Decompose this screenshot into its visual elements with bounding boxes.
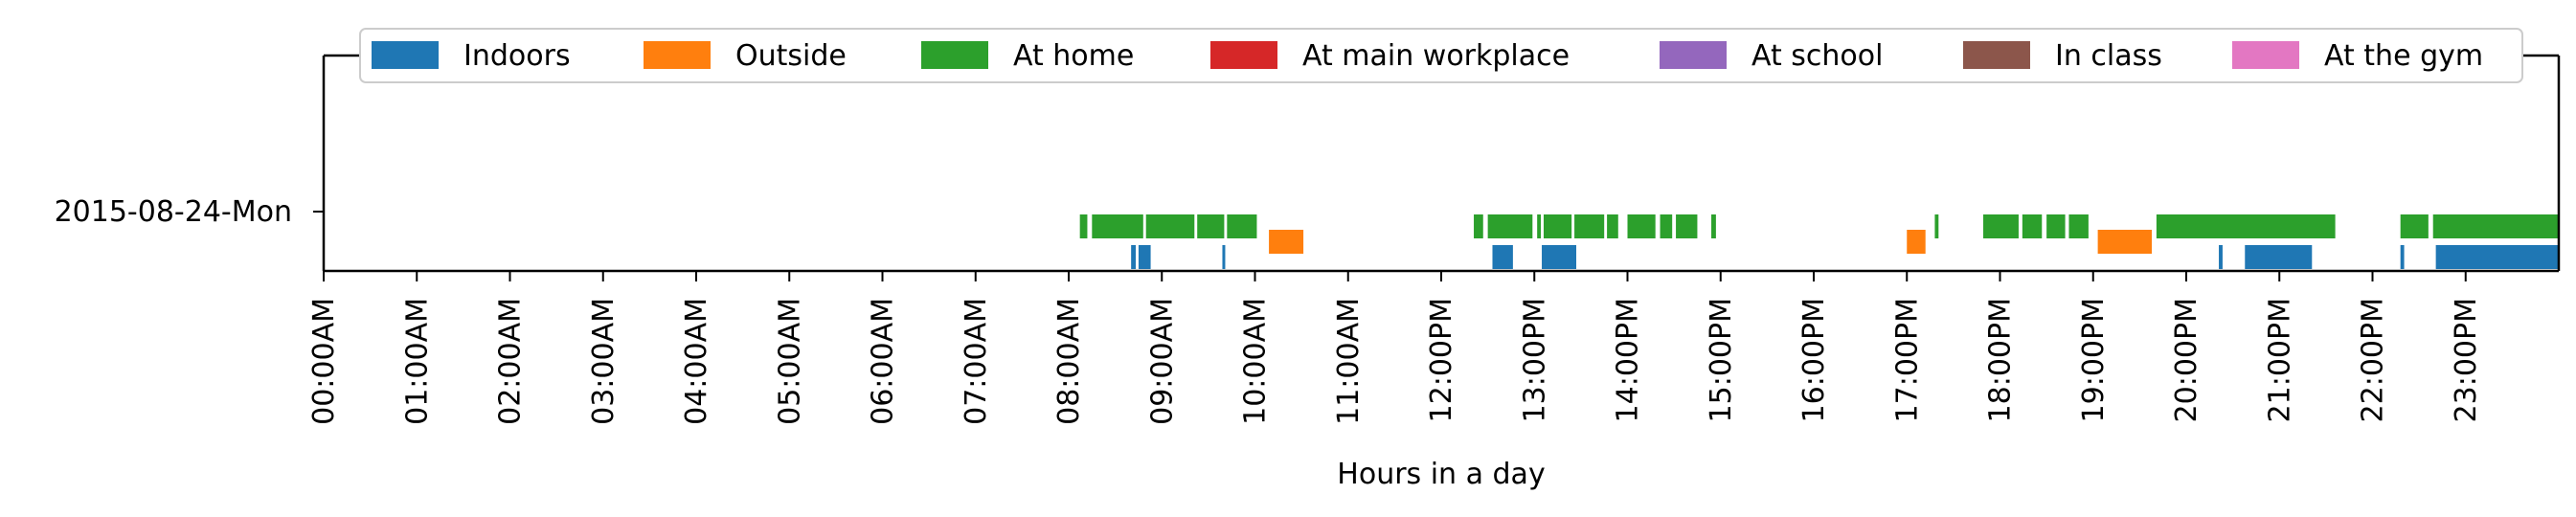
bar-at-home [1197,214,1225,238]
legend-swatch [372,41,439,69]
bar-at-home [2068,214,2089,238]
bar-at-home [1627,214,1656,238]
legend-label: At the gym [2324,39,2483,73]
bar-at-home [1543,214,1572,238]
legend-label: Outside [735,39,847,73]
x-tick-label: 11:00AM [1332,298,1366,425]
bar-indoors [2435,245,2559,269]
bar-at-home [1474,214,1483,238]
bar-indoors [1138,245,1151,269]
bar-indoors [2219,245,2223,269]
bar-at-home [1660,214,1673,238]
bar-at-home [2156,214,2336,238]
activity-bars [1079,214,2559,269]
bar-indoors [1222,245,1226,269]
bar-indoors [2400,245,2405,269]
x-tick-label: 04:00AM [680,298,713,425]
bar-at-home [1487,214,1533,238]
y-tick-label: 2015-08-24-Mon [55,195,292,229]
x-tick-label: 16:00PM [1797,298,1831,422]
bar-outside [1269,230,1304,254]
x-tick-label: 06:00AM [867,298,900,425]
x-tick-label: 13:00PM [1518,298,1551,422]
legend-label: At school [1751,39,1883,73]
x-tick-label: 05:00AM [773,298,806,425]
x-tick-label: 15:00PM [1705,298,1738,422]
x-tick-label: 09:00AM [1145,298,1179,425]
bar-at-home [1711,214,1716,238]
x-tick-label: 02:00AM [494,298,528,425]
bar-at-home [1145,214,1195,238]
legend-swatch [644,41,711,69]
bar-at-home [1676,214,1698,238]
x-tick-label: 20:00PM [2170,298,2203,422]
x-tick-label: 22:00PM [2357,298,2390,422]
bar-at-home [2400,214,2429,238]
x-tick-label: 19:00PM [2077,298,2111,422]
bar-indoors [1131,245,1137,269]
bar-at-home [1092,214,1143,238]
x-tick-label: 01:00AM [400,298,434,425]
legend-swatch [2232,41,2299,69]
bar-at-home [1537,214,1542,238]
bar-at-home [1227,214,1257,238]
bar-at-home [2022,214,2043,238]
x-tick-label: 03:00AM [587,298,621,425]
y-axis-ticks: 2015-08-24-Mon [55,195,324,229]
legend-label: In class [2055,39,2162,73]
x-tick-label: 21:00PM [2263,298,2296,422]
legend-label: Indoors [463,39,571,73]
legend-swatch [921,41,988,69]
x-axis-label: Hours in a day [1337,458,1545,491]
legend-swatch [1210,41,1277,69]
bar-at-home [1607,214,1618,238]
bar-at-home [2046,214,2066,238]
bar-indoors [2245,245,2313,269]
legend-swatch [1660,41,1727,69]
x-axis-ticks: 00:00AM 01:00AM 02:00AM 03:00AM 04:00AM 05:00… [307,271,2483,425]
bar-indoors [1542,245,1577,269]
legend-label: At home [1013,39,1134,73]
x-tick-label: 07:00AM [960,298,993,425]
legend: Indoors Outside At home At main workplace At… [359,28,2523,83]
x-tick-label: 08:00AM [1052,298,1086,425]
legend-label: At main workplace [1302,39,1570,73]
bar-at-home [1982,214,2019,238]
bar-at-home [1079,214,1088,238]
bar-at-home [1934,214,1939,238]
x-tick-label: 23:00PM [2450,298,2483,422]
legend-swatch [1963,41,2030,69]
x-tick-label: 10:00AM [1239,298,1273,425]
x-tick-label: 14:00PM [1612,298,1645,422]
x-tick-label: 12:00PM [1425,298,1458,422]
bar-at-home [2432,214,2559,238]
x-tick-label: 18:00PM [1984,298,2018,422]
x-tick-label: 17:00PM [1890,298,1924,422]
x-tick-label: 00:00AM [307,298,341,425]
bar-indoors [1492,245,1513,269]
bar-outside [1907,230,1926,254]
bar-at-home [1574,214,1605,238]
bar-outside [2097,230,2153,254]
